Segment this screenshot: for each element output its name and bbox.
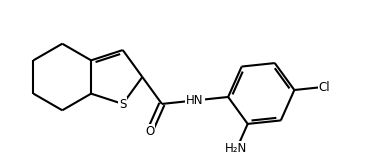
Text: Cl: Cl bbox=[319, 81, 330, 94]
Text: H₂N: H₂N bbox=[225, 142, 247, 155]
Text: S: S bbox=[119, 98, 126, 111]
Text: HN: HN bbox=[186, 94, 204, 107]
Text: O: O bbox=[145, 125, 154, 138]
